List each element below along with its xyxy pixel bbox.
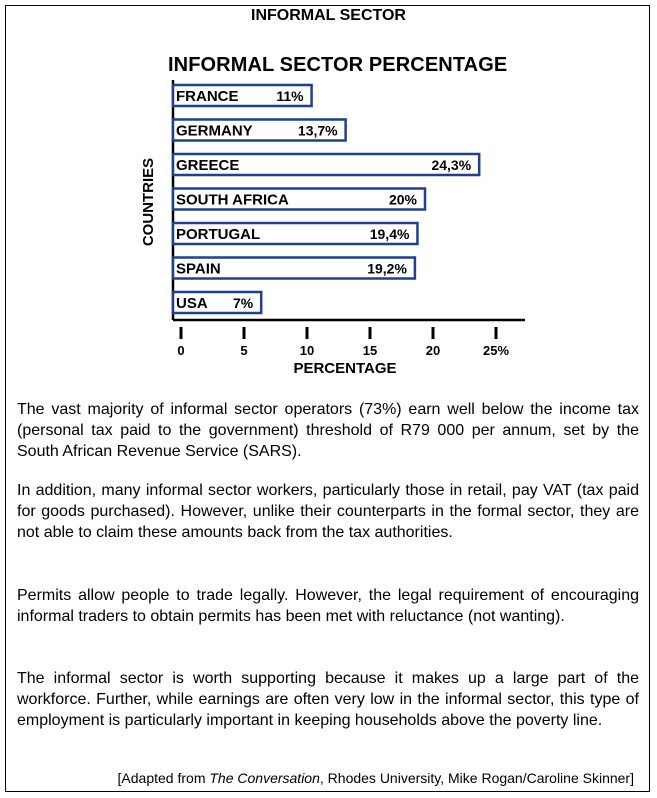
bar-category-label: USA: [176, 295, 208, 312]
bar-value-label: 24,3%: [431, 157, 471, 173]
source-suffix: , Rhodes University, Mike Rogan/Caroline…: [319, 770, 634, 786]
bar-category-label: GERMANY: [176, 123, 253, 140]
bar-category-label: SPAIN: [176, 261, 221, 278]
paragraph-4: The informal sector is worth supporting …: [17, 670, 639, 729]
bar-france: [171, 83, 313, 108]
page-title: INFORMAL SECTOR: [251, 7, 406, 24]
bar-value-label: 7%: [233, 295, 254, 311]
bar-value-label: 19,4%: [370, 226, 410, 242]
bar-germany: [171, 118, 347, 142]
chart-title: INFORMAL SECTOR PERCENTAGE: [168, 54, 508, 76]
bar-category-label: PORTUGAL: [176, 226, 260, 243]
x-tick-label: 10: [300, 343, 314, 358]
x-tick-label: 0: [177, 343, 184, 358]
source-prefix: [Adapted from: [117, 770, 210, 786]
bar-category-label: GREECE: [176, 157, 239, 174]
bar-value-label: 20%: [389, 192, 418, 208]
source-publication: The Conversation: [209, 770, 320, 786]
bar-portugal: [171, 221, 419, 246]
bar-category-label: FRANCE: [176, 88, 239, 105]
bar-usa: [171, 290, 263, 315]
bar-value-label: 11%: [276, 88, 304, 104]
bar-value-label: 19,2%: [367, 261, 407, 277]
paragraph-3: Permits allow people to trade legally. H…: [17, 587, 639, 625]
x-tick-label: 5: [240, 343, 247, 358]
x-axis-title: PERCENTAGE: [293, 360, 396, 377]
bar-greece: [171, 152, 481, 177]
y-axis-title: COUNTRIES: [140, 158, 157, 246]
content-frame: [5, 5, 650, 792]
bar-spain: [171, 256, 417, 280]
x-tick-label: 20: [426, 343, 440, 358]
x-tick-label: 15: [363, 343, 377, 358]
paragraph-1: The vast majority of informal sector ope…: [17, 401, 639, 460]
paragraph-2: In addition, many informal sector worker…: [17, 482, 639, 541]
x-tick-label: 25%: [483, 343, 509, 358]
bar-chart: FRANCE 11% GERMANY 13,7% GREECE 24,3% SOUTH AF…: [140, 80, 525, 377]
bar-value-label: 13,7%: [298, 123, 338, 139]
bar-south-africa: [171, 187, 427, 211]
bar-category-label: SOUTH AFRICA: [176, 192, 289, 209]
source-citation: [Adapted from The Conversation, Rhodes U…: [118, 770, 634, 786]
